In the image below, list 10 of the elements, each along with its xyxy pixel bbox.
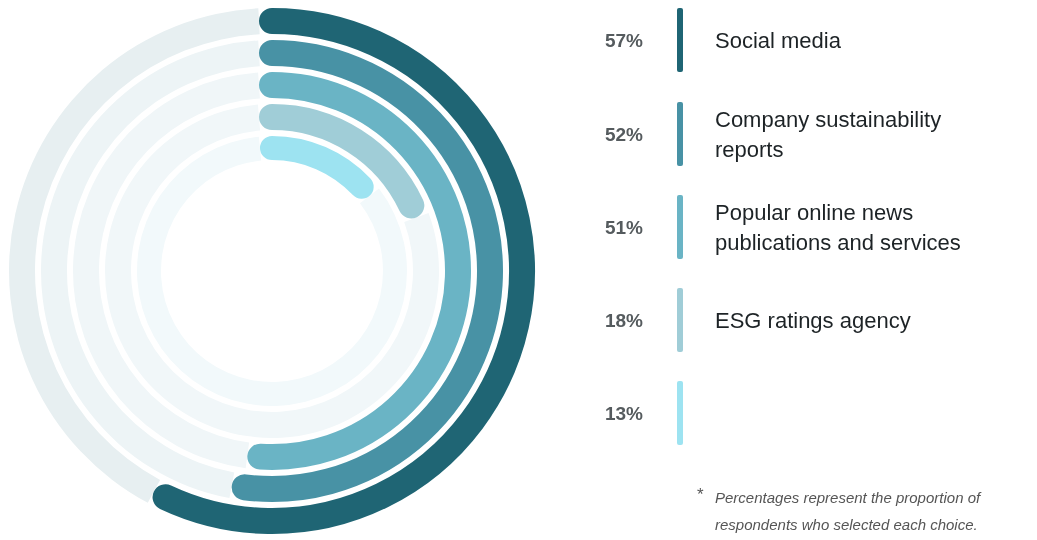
data-label: 52%: [604, 123, 644, 145]
data-label: 51%: [604, 216, 644, 238]
text: * Percentages represent the proportion of respondents who selected each choice.: [697, 485, 982, 533]
data-label: 18%: [604, 309, 644, 331]
data-label: 57%: [604, 29, 644, 51]
category-label: ESG ratings agency: [715, 307, 911, 333]
category-label: Company sustainability reports: [715, 106, 942, 162]
category-label: Social media: [715, 27, 842, 53]
category-label: Popular online news publications and services: [715, 199, 961, 255]
data-label: 13%: [604, 402, 644, 424]
